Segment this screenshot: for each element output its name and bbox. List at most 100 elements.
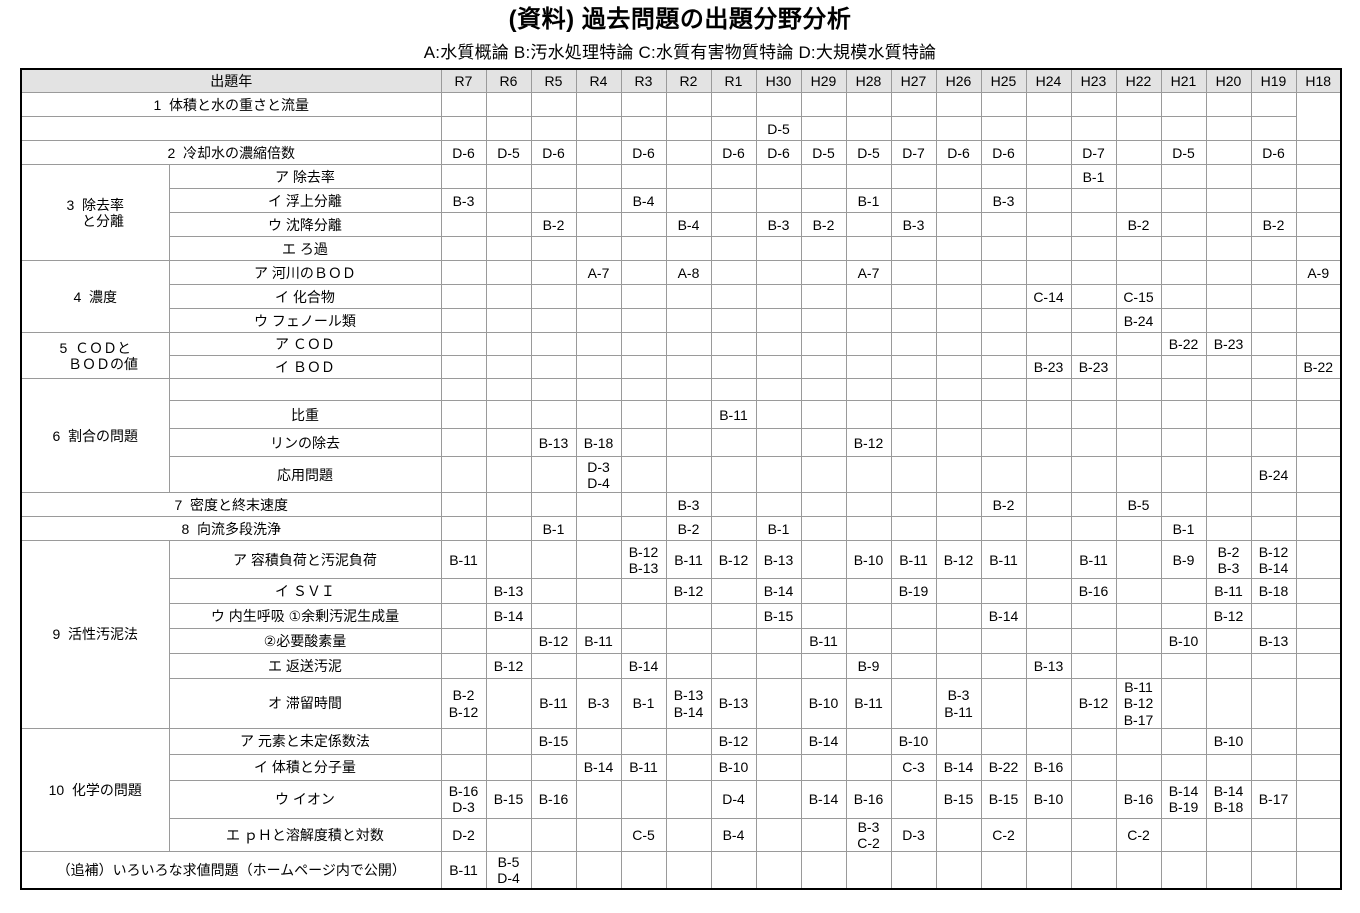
cell-R2-row6pad [665, 378, 712, 402]
page-subtitle: A:水質概論 B:汚水処理特論 C:水質有害物質特論 D:大規模水質特論 [423, 43, 937, 63]
cell-H22-row9c [1115, 603, 1162, 630]
cell-H20-row3c [1205, 212, 1252, 238]
cell-R3-row10c [620, 779, 667, 819]
cell-H29-row9e [800, 653, 847, 680]
cell-H24-row8 [1025, 516, 1072, 542]
cell-H22-row6c [1115, 456, 1162, 494]
cell-H28-row9c [845, 603, 892, 630]
cell-R1-row3c [710, 212, 757, 238]
cell-H24-row4c [1025, 308, 1072, 334]
cell-H26-row10d [935, 817, 982, 852]
cell-R3-row6pad [620, 378, 667, 402]
cell-H20-row9a: B-2 B-3 [1205, 540, 1252, 580]
row-sub-label: エ 返送汚泥 [168, 653, 442, 680]
cell-H30-row5b [755, 355, 802, 380]
header-year-R1: R1 [710, 68, 757, 94]
row-sub-label: イ 化合物 [168, 284, 442, 310]
cell-H20-row4c [1205, 308, 1252, 334]
cell-R2-row6c [665, 456, 712, 494]
cell-R5-row10c: B-16 [530, 779, 577, 819]
cell-R5-row1b [530, 116, 577, 142]
cell-R3-row5b [620, 355, 667, 380]
cell-R1-row9b [710, 578, 757, 605]
cell-H25-row4a [980, 260, 1027, 286]
header-year-R7: R7 [440, 68, 487, 94]
cell-H26-row7 [935, 492, 982, 518]
row-sub-label: ア 除去率 [168, 164, 442, 190]
cell-H23-row10d [1070, 817, 1117, 852]
cell-H22-row9d [1115, 628, 1162, 655]
cell-H30-row6pad [755, 378, 802, 402]
header-year-R4: R4 [575, 68, 622, 94]
row-sub-label: ウ イオン [168, 779, 442, 819]
cell-R1-row4c [710, 308, 757, 334]
cell-R7-row8 [440, 516, 487, 542]
cell-R7-row2: D-6 [440, 140, 487, 166]
cell-R1-row9f: B-13 [710, 678, 757, 729]
cell-H20-row10a: B-10 [1205, 727, 1252, 755]
cell-H18-row9e [1295, 653, 1342, 680]
cell-H27-row4a [890, 260, 937, 286]
cell-R2-row1 [665, 92, 712, 118]
row-sub-label: エ ろ過 [168, 236, 442, 262]
cell-H25-row3c [980, 212, 1027, 238]
cell-H19-row9f [1250, 678, 1297, 729]
cell-H22-row6b [1115, 428, 1162, 458]
cell-H29-row7 [800, 492, 847, 518]
cell-H26-row1 [935, 92, 982, 118]
cell-H30-row9d [755, 628, 802, 655]
cell-H18-row10a [1295, 727, 1342, 755]
cell-H30-row9e [755, 653, 802, 680]
cell-H27-row10d: D-3 [890, 817, 937, 852]
cell-R7-row9c [440, 603, 487, 630]
cell-H29-row9c [800, 603, 847, 630]
cell-R5-row10b [530, 753, 577, 781]
cell-H23-row1 [1070, 92, 1117, 118]
cell-H20-row6b [1205, 428, 1252, 458]
cell-R2-row2 [665, 140, 712, 166]
cell-H26-row3b [935, 188, 982, 214]
cell-R5-row9b [530, 578, 577, 605]
table-row: ウ イオン B-16 D-3 B-15 B-16 D-4 B-14 B-16 B-15 B-15 B… [21, 779, 1342, 819]
cell-H21-row9a: B-9 [1160, 540, 1207, 580]
cell-R1-row6c [710, 456, 757, 494]
cell-H28-row8 [845, 516, 892, 542]
cell-R2-row6b [665, 428, 712, 458]
cell-R5-row9f: B-11 [530, 678, 577, 729]
table-row: ②必要酸素量 B-12 B-11 B-11 B-10 B-13 [21, 628, 1342, 655]
cell-R7-row10c: B-16 D-3 [440, 779, 487, 819]
cell-R1-row1b [710, 116, 757, 142]
cell-R2-row10d [665, 817, 712, 852]
cell-H27-row8 [890, 516, 937, 542]
cell-H27-row10a: B-10 [890, 727, 937, 755]
cell-R7-row10d: D-2 [440, 817, 487, 852]
row-sub-label: イ ＢＯＤ [168, 355, 442, 380]
cell-H23-row1b [1070, 116, 1117, 142]
row-group-label: 10 化学の問題 [20, 727, 170, 852]
cell-H25-row9f [980, 678, 1027, 729]
cell-R7-row9d [440, 628, 487, 655]
cell-H27-row3c: B-3 [890, 212, 937, 238]
header-corner: 出題年 [20, 68, 442, 94]
cell-R5-row4a [530, 260, 577, 286]
header-year-H30: H30 [755, 68, 802, 94]
cell-H19-row10a [1250, 727, 1297, 755]
cell-R6-row3d [485, 236, 532, 262]
header-year-R2: R2 [665, 68, 712, 94]
cell-H18-row7 [1295, 492, 1342, 518]
row-group-label-cont [20, 116, 442, 142]
cell-H22-rowfoot [1115, 850, 1162, 890]
cell-R1-row6a: B-11 [710, 400, 757, 430]
cell-H30-row10b [755, 753, 802, 781]
cell-H20-row5b [1205, 355, 1252, 380]
cell-R7-row4a [440, 260, 487, 286]
cell-H28-row9d [845, 628, 892, 655]
cell-R3-row5a [620, 332, 667, 357]
cell-H30-row3c: B-3 [755, 212, 802, 238]
cell-R5-row6a [530, 400, 577, 430]
cell-R1-row9e [710, 653, 757, 680]
cell-H27-row6c [890, 456, 937, 494]
cell-R4-row5a [575, 332, 622, 357]
table-row: イ 体積と分子量 B-14 B-11 B-10 C-3 B-14 B-22 B-16 [21, 753, 1342, 781]
cell-H19-row9e [1250, 653, 1297, 680]
